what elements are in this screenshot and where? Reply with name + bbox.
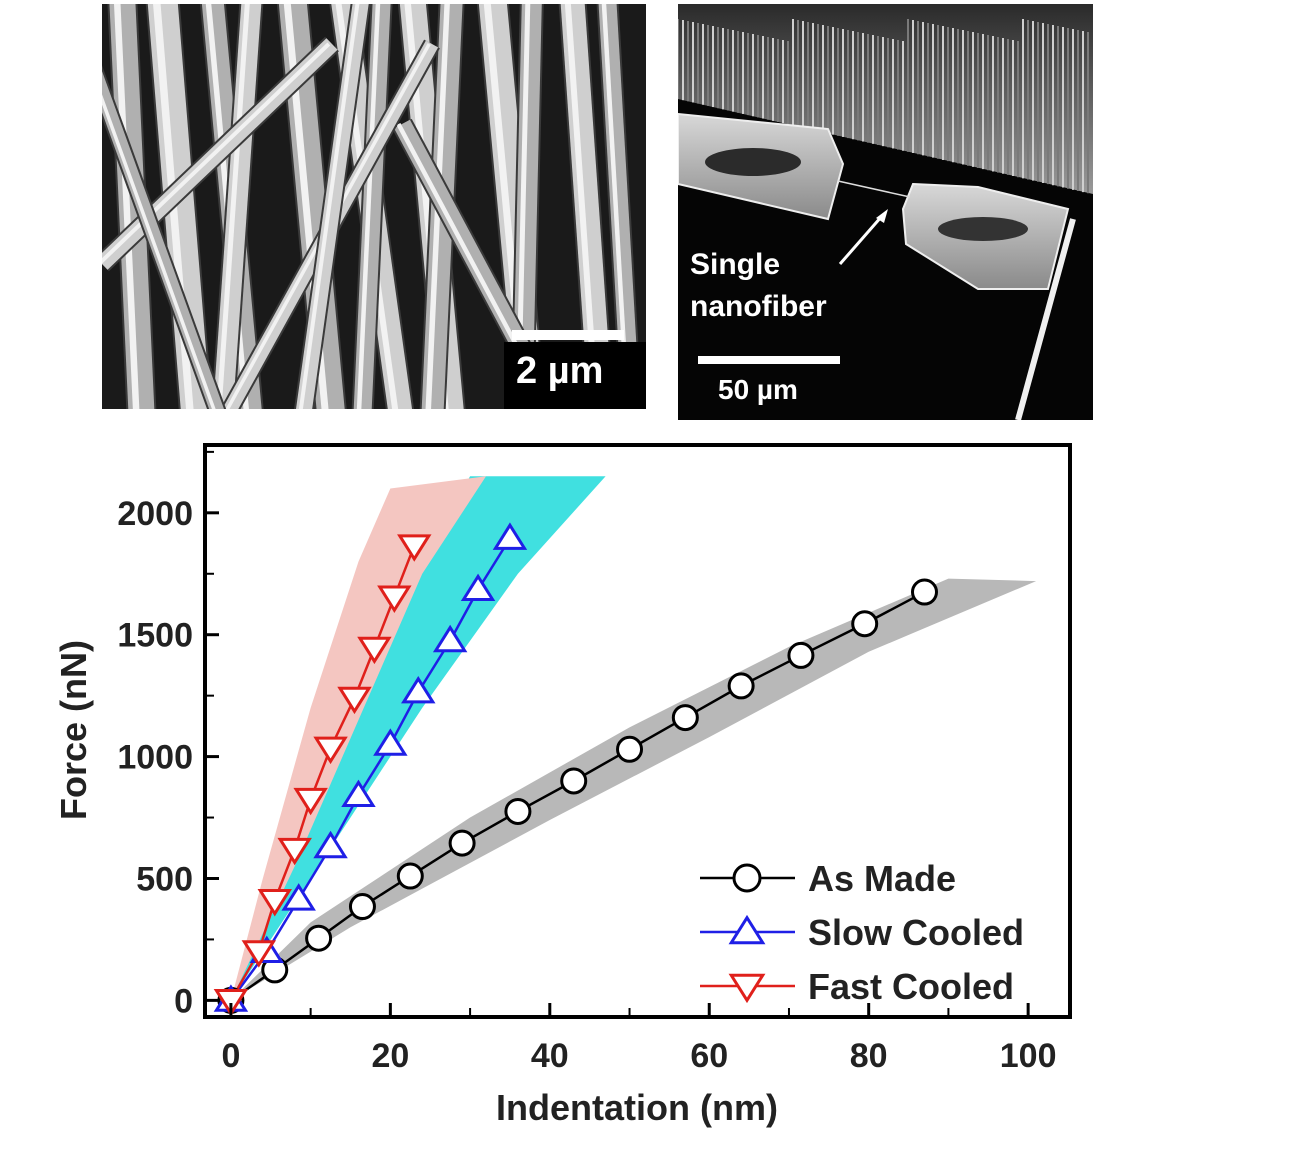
x-tick-label: 60 xyxy=(690,1037,728,1075)
fiber-highlight xyxy=(102,42,331,264)
as-made-point xyxy=(348,893,376,921)
y-tick-label: 2000 xyxy=(117,495,193,533)
slow-cooled-point xyxy=(492,522,528,550)
fast-cooled-point xyxy=(397,534,432,562)
slow-cooled-point xyxy=(373,728,408,756)
fiber-highlight xyxy=(216,4,250,409)
fast-cooled-point xyxy=(277,837,312,866)
slow-cooled-point xyxy=(313,830,348,859)
fast-cooled-point xyxy=(313,736,348,765)
slow-cooled-point xyxy=(460,573,496,602)
as-made-point xyxy=(448,829,476,857)
as-made-point xyxy=(851,610,879,638)
slow-cooled-legend-marker xyxy=(728,914,766,945)
fiber xyxy=(213,4,262,409)
slow-cooled-point xyxy=(341,779,376,808)
as-made-point xyxy=(504,797,532,825)
y-tick-label: 1500 xyxy=(117,617,193,655)
fast-cooled-point xyxy=(213,988,249,1017)
x-tick-label: 100 xyxy=(1000,1037,1057,1075)
scale-bar-label-2um: 2 µm xyxy=(516,350,604,392)
slow-cooled-legend-label: Slow Cooled xyxy=(808,912,1024,953)
slow-cooled-line xyxy=(229,537,512,1002)
as-made-legend-label: As Made xyxy=(808,858,956,899)
fiber xyxy=(296,4,369,409)
fast-cooled-legend-label: Fast Cooled xyxy=(808,966,1014,1007)
fiber-highlight xyxy=(114,4,140,409)
slow-cooled-point xyxy=(432,624,468,653)
sem-fiber-texture xyxy=(102,4,646,409)
as-made-point xyxy=(616,735,644,763)
y-axis-ticks: 0 500 1000 1500 2000 xyxy=(117,450,219,1020)
fiber xyxy=(102,71,225,409)
sem-image-nanofiber-mat: 2 µm xyxy=(102,4,646,409)
x-tick-label: 0 xyxy=(221,1037,240,1075)
fast-cooled-point xyxy=(377,585,412,613)
annotation-nanofiber: nanofiber xyxy=(690,290,827,323)
fast-cooled-line xyxy=(229,545,416,1001)
as-made-point xyxy=(305,924,333,952)
as-made-point xyxy=(560,767,588,795)
fiber-highlight xyxy=(356,4,381,409)
variance-bands xyxy=(230,476,1037,1001)
slow-cooled-point xyxy=(281,883,316,911)
as-made-legend-marker xyxy=(732,863,762,893)
scale-bar-label-50um: 50 µm xyxy=(718,374,798,405)
y-tick-label: 1000 xyxy=(117,739,193,777)
as-made-point xyxy=(727,672,755,700)
annotation-single: Single xyxy=(690,248,781,281)
x-axis-ticks: 0 20 40 60 80 100 xyxy=(221,1003,1057,1075)
fast-cooled-band xyxy=(230,476,487,1001)
fast-cooled-point xyxy=(337,686,372,715)
sem-device-texture xyxy=(678,4,1093,420)
y-tick-label: 500 xyxy=(136,860,193,898)
as-made-point xyxy=(671,704,699,732)
x-tick-label: 80 xyxy=(850,1037,888,1075)
slow-cooled-point xyxy=(401,675,436,704)
fiber xyxy=(109,4,155,409)
y-tick-label: 0 xyxy=(174,982,193,1020)
force-indentation-chart: 0 20 40 60 80 100 0 500 1000 1500 2000 Indentatio… xyxy=(53,443,1072,1128)
y-axis-label: Force (nN) xyxy=(53,640,94,820)
fiber-highlight xyxy=(102,94,216,409)
x-axis-label: Indentation (nm) xyxy=(496,1087,778,1128)
fiber xyxy=(102,38,338,270)
x-tick-label: 20 xyxy=(371,1037,409,1075)
fiber-highlight xyxy=(298,4,360,409)
legend: As Made Slow Cooled Fast Cooled xyxy=(700,858,1024,1007)
as-made-point xyxy=(787,641,815,669)
fast-cooled-point xyxy=(357,636,392,665)
fast-cooled-point xyxy=(293,787,328,816)
series-markers xyxy=(213,522,938,1017)
x-tick-label: 40 xyxy=(531,1037,569,1075)
fiber xyxy=(353,4,391,409)
fast-cooled-point xyxy=(241,940,277,968)
as-made-point xyxy=(911,578,938,606)
fast-cooled-legend-marker xyxy=(728,973,766,1004)
fast-cooled-point xyxy=(257,889,292,917)
sem-pillars xyxy=(678,19,1089,194)
sem-image-single-nanofiber: Single nanofiber 50 µm xyxy=(678,4,1093,420)
plot-frame xyxy=(203,443,1072,1019)
as-made-point xyxy=(396,862,424,890)
